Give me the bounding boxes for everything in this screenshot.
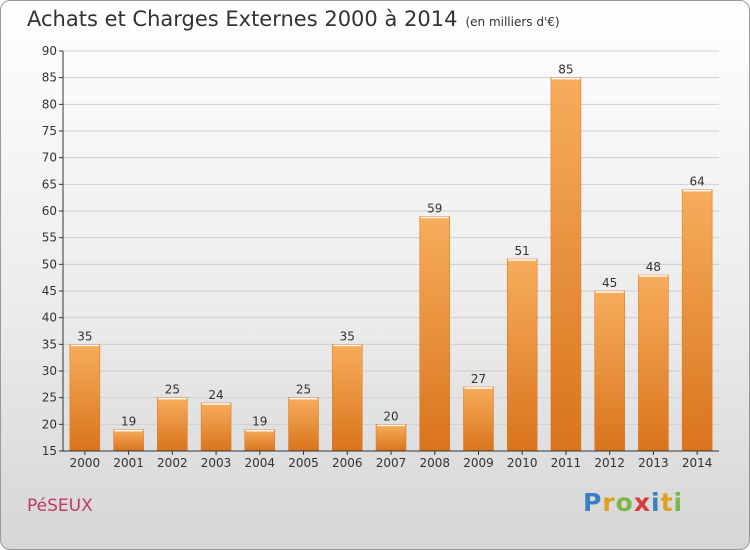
data-label: 35 — [340, 329, 355, 343]
y-tick-label: 25 — [42, 391, 57, 405]
bar — [594, 290, 625, 452]
data-label: 59 — [427, 201, 442, 215]
y-tick-label: 20 — [42, 417, 57, 431]
x-tick-label: 2003 — [201, 456, 232, 470]
data-label: 64 — [689, 175, 704, 189]
logo-letter: o — [615, 488, 634, 517]
x-tick-label: 2000 — [70, 456, 101, 470]
logo-letter: i — [651, 488, 661, 517]
y-tick-label: 55 — [42, 231, 57, 245]
y-tick-label: 30 — [42, 364, 57, 378]
x-tick-label: 2009 — [463, 456, 494, 470]
bar — [69, 344, 101, 452]
y-tick-label: 45 — [42, 284, 57, 298]
y-tick-label: 15 — [42, 444, 57, 458]
x-tick-label: 2013 — [638, 456, 669, 470]
bar — [332, 344, 363, 452]
bar — [550, 77, 582, 452]
commune-name: PéSEUX — [27, 496, 93, 516]
data-label: 85 — [558, 63, 573, 77]
bar — [200, 402, 232, 452]
bar — [244, 429, 276, 452]
logo-letter: P — [583, 488, 603, 517]
logo-letter: x — [633, 488, 651, 517]
data-label: 45 — [602, 276, 617, 290]
x-tick-label: 2001 — [113, 456, 144, 470]
y-tick-label: 70 — [42, 151, 57, 165]
x-tick-label: 2005 — [288, 456, 319, 470]
data-label: 19 — [121, 415, 136, 429]
y-tick-label: 85 — [42, 71, 57, 85]
y-tick-label: 40 — [42, 311, 57, 325]
x-tick-label: 2011 — [551, 456, 582, 470]
data-label: 51 — [515, 244, 530, 258]
data-label: 25 — [296, 383, 311, 397]
bar — [638, 274, 669, 452]
bar — [419, 216, 450, 452]
x-tick-label: 2006 — [332, 456, 363, 470]
data-label: 19 — [252, 415, 267, 429]
x-tick-label: 2012 — [594, 456, 625, 470]
x-tick-label: 2010 — [507, 456, 538, 470]
y-tick-label: 90 — [42, 44, 57, 58]
bar — [157, 397, 188, 452]
y-tick-label: 35 — [42, 337, 57, 351]
bar — [506, 258, 538, 452]
proxiti-logo: Proxiti — [583, 488, 683, 517]
x-tick-label: 2014 — [682, 456, 713, 470]
bar — [463, 386, 494, 452]
logo-letter: i — [673, 488, 684, 517]
y-tick-label: 60 — [42, 204, 57, 218]
logo-letter: r — [602, 488, 616, 517]
x-tick-label: 2007 — [376, 456, 407, 470]
bar — [681, 189, 713, 452]
data-label: 20 — [383, 409, 398, 423]
y-tick-label: 75 — [42, 124, 57, 138]
y-tick-label: 65 — [42, 177, 57, 191]
x-tick-label: 2002 — [157, 456, 188, 470]
logo-letter: t — [660, 488, 674, 517]
unit-label: (en milliers d'€) — [465, 15, 560, 29]
chart-title: Achats et Charges Externes 2000 à 2014 (e… — [27, 7, 560, 31]
bar — [375, 424, 407, 452]
data-label: 35 — [77, 329, 92, 343]
bar — [288, 397, 319, 452]
x-tick-label: 2004 — [245, 456, 276, 470]
y-tick-label: 80 — [42, 97, 57, 111]
y-tick-label: 50 — [42, 257, 57, 271]
data-label: 25 — [165, 383, 180, 397]
bar — [113, 429, 144, 452]
x-tick-label: 2008 — [419, 456, 450, 470]
data-label: 48 — [646, 260, 661, 274]
data-label: 27 — [471, 372, 486, 386]
chart-title-text: Achats et Charges Externes 2000 à 2014 — [27, 7, 458, 31]
data-label: 24 — [208, 388, 223, 402]
